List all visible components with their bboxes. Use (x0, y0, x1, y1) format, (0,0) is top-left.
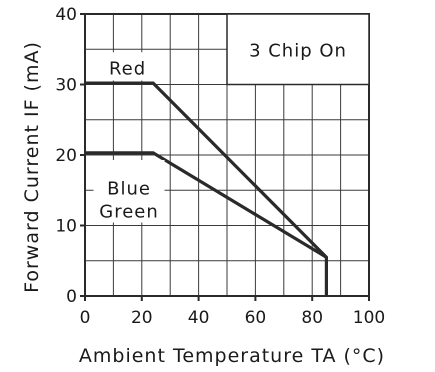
x-tick-label: 100 (353, 308, 385, 328)
x-tick-label: 20 (131, 308, 153, 328)
series-label-bg (93, 160, 165, 223)
series-label-green: Green (99, 202, 159, 223)
annotation-text: 3 Chip On (249, 40, 347, 61)
x-tick-label: 80 (301, 308, 323, 328)
tick-labels: 0 10 20 30 40 0 20 40 60 80 100 Ambient Temperature… (21, 5, 385, 367)
x-tick-label: 40 (188, 308, 210, 328)
series-line-0 (85, 81, 328, 296)
series-line-1 (85, 151, 328, 259)
y-axis-label: Forward Current IF (mA) (21, 41, 43, 293)
y-tick-label: 40 (55, 5, 77, 25)
series-label-red: Red (109, 59, 146, 80)
series-label-bg (104, 52, 151, 81)
annotation-box (226, 13, 370, 86)
annotations: 3 Chip On Red Blue Green (93, 13, 370, 223)
x-tick-label: 0 (80, 308, 91, 328)
y-tick-label: 20 (55, 146, 77, 166)
series-lines (85, 81, 328, 296)
y-tick-label: 0 (66, 287, 77, 307)
y-tick-label: 30 (55, 76, 77, 96)
y-tick-label: 10 (55, 217, 77, 237)
x-axis-label: Ambient Temperature TA (°C) (79, 345, 385, 367)
x-tick-label: 60 (245, 308, 267, 328)
series-label-blue: Blue (107, 178, 151, 199)
